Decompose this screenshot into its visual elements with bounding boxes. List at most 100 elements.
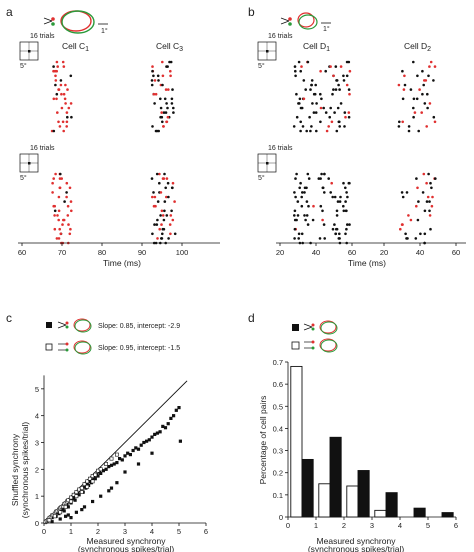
raster-b	[292, 60, 437, 245]
spike-dot	[404, 232, 407, 236]
scatter-point-filled	[158, 430, 162, 434]
spike-dot	[431, 195, 434, 199]
spike-dot	[62, 65, 66, 68]
legend-filled-square-icon	[46, 322, 52, 328]
x-ticks-b: 20 40 60 20 40 60	[276, 243, 460, 257]
spike-dot	[162, 111, 166, 114]
scatter-point-open	[63, 504, 68, 509]
spike-dot	[332, 88, 335, 91]
scatter-point-filled	[145, 439, 149, 443]
scatter-point-filled	[161, 424, 165, 428]
spike-dot	[344, 186, 347, 190]
spike-dot	[293, 227, 297, 231]
cell-d2-label: Cell D2	[404, 41, 431, 53]
spike-dot	[160, 115, 164, 119]
y-tick-label: 0.5	[273, 402, 283, 411]
spike-dot	[417, 129, 421, 133]
spike-dot	[419, 232, 422, 236]
spike-dot	[428, 102, 432, 105]
x-tick-label: 0	[286, 521, 290, 530]
spike-dot	[412, 97, 416, 101]
spike-dot	[52, 129, 56, 133]
spike-dot	[297, 60, 301, 64]
x-label-c-line2: (synchronous spikes/trial)	[78, 544, 175, 552]
spike-dot	[54, 83, 57, 87]
spike-dot	[165, 177, 169, 180]
spike-dot	[430, 204, 434, 208]
spike-dot	[150, 177, 154, 180]
spike-dot	[311, 102, 314, 105]
spike-dot	[60, 106, 64, 110]
spike-dot	[331, 195, 335, 199]
y-tick-label: 0.4	[273, 424, 283, 433]
scatter-point-filled	[50, 520, 54, 524]
spike-dot	[63, 200, 66, 203]
scatter-point-filled	[118, 457, 122, 461]
x-tick-label: 6	[454, 521, 458, 530]
legend-filled-square-icon	[292, 324, 299, 331]
spike-dot	[302, 97, 306, 101]
spike-dot	[168, 223, 172, 226]
spike-dot	[161, 120, 164, 124]
spike-dot	[416, 218, 420, 222]
spike-dot	[327, 177, 331, 180]
spike-dot	[415, 204, 418, 208]
spike-dot	[429, 60, 433, 64]
scatter-point-filled	[150, 451, 154, 455]
tick-label: 100	[176, 248, 189, 257]
spike-dot	[305, 214, 309, 217]
spike-dot	[312, 204, 315, 208]
spike-dot	[163, 200, 167, 203]
spike-dot	[423, 232, 427, 236]
scatter-point-filled	[136, 447, 141, 451]
spike-dot	[66, 204, 70, 208]
x-tick-label: 5	[426, 521, 430, 530]
spike-dot	[162, 218, 166, 222]
spike-dot	[334, 65, 338, 68]
spike-dot	[52, 97, 56, 101]
spike-dot	[331, 92, 334, 96]
spike-dot	[157, 129, 160, 133]
spike-dot	[161, 74, 165, 78]
spike-dot	[333, 195, 337, 199]
red-rf-outline-icon	[297, 12, 315, 28]
scale-label-b-bottom: 5°	[258, 174, 265, 182]
spike-dot	[338, 232, 341, 236]
scatter-point-filled	[115, 481, 119, 485]
spike-dot	[294, 69, 297, 73]
scatter-point-filled	[120, 458, 124, 462]
scatter-point-filled	[123, 470, 127, 474]
x-label-b: Time (ms)	[348, 258, 386, 268]
spike-dot	[57, 209, 61, 213]
spike-dot	[412, 115, 415, 119]
green-dot-icon	[311, 346, 315, 350]
spike-dot	[335, 129, 339, 133]
spike-dot	[415, 97, 419, 101]
spike-dot	[303, 186, 307, 190]
spike-dot	[161, 60, 164, 64]
spike-dot	[333, 111, 336, 114]
panel-c-letter: c	[6, 311, 12, 325]
scatter-point-filled	[166, 422, 170, 426]
spike-dot	[61, 60, 65, 64]
tick-label: 90	[138, 248, 146, 257]
spike-dot	[62, 92, 66, 96]
spike-dot	[347, 181, 351, 185]
scale-label-a-bottom: 5°	[20, 174, 27, 182]
spike-dot	[399, 227, 402, 231]
spike-dot	[336, 106, 340, 110]
spike-dot	[334, 88, 338, 91]
spike-dot	[425, 200, 429, 203]
spike-dot	[335, 209, 339, 213]
red-dot-icon	[65, 321, 69, 325]
spike-dot	[160, 111, 163, 114]
spike-dot	[401, 97, 405, 101]
spike-dot	[163, 97, 167, 101]
spike-dot	[68, 232, 72, 236]
scatter-point-filled	[131, 448, 135, 453]
y-tick-label: 1	[35, 492, 39, 501]
spike-dot	[315, 129, 318, 133]
spike-dot	[153, 195, 157, 199]
panel-a: a 1° 16 trials 5° Cell C1 Cell C3 16 tri…	[6, 5, 220, 268]
scatter-point-open	[88, 476, 92, 481]
